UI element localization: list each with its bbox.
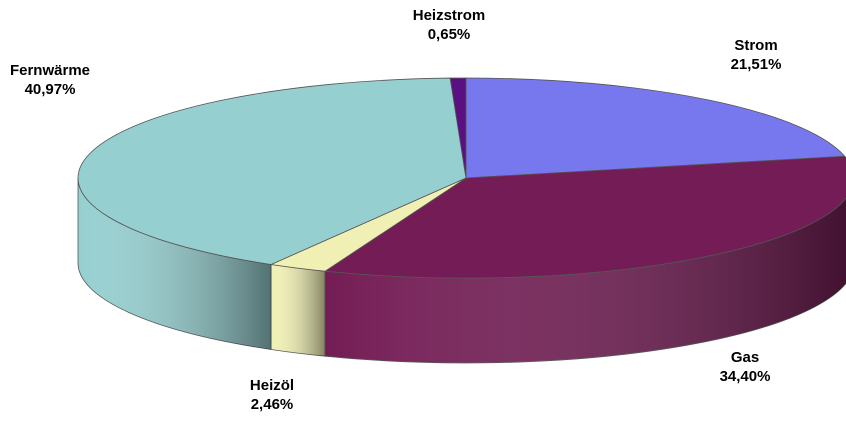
slice-value-label: 34,40% bbox=[720, 368, 771, 385]
slice-value-label: 0,65% bbox=[428, 26, 471, 43]
slice bbox=[323, 155, 846, 279]
slice-name: Gas bbox=[731, 349, 759, 366]
slice-name: Strom bbox=[734, 37, 777, 54]
slice-value-label: 40,97% bbox=[25, 81, 76, 98]
labels: Strom 21,51% Gas 34,40% Heizöl 2,46% Fernwärme… bbox=[10, 7, 781, 413]
slice-side-shade bbox=[78, 178, 272, 350]
slice-name: Heizöl bbox=[250, 377, 294, 394]
slice-name: Fernwärme bbox=[10, 62, 90, 79]
pie bbox=[77, 77, 846, 364]
slice bbox=[465, 77, 846, 179]
slice-side-shade bbox=[271, 264, 326, 357]
slice bbox=[449, 77, 467, 179]
slice-value-label: 2,46% bbox=[251, 396, 294, 413]
slice-value-label: 21,51% bbox=[731, 56, 782, 73]
slice-name: Heizstrom bbox=[413, 7, 486, 24]
slice bbox=[77, 77, 467, 265]
slice-side-shade bbox=[325, 198, 846, 363]
